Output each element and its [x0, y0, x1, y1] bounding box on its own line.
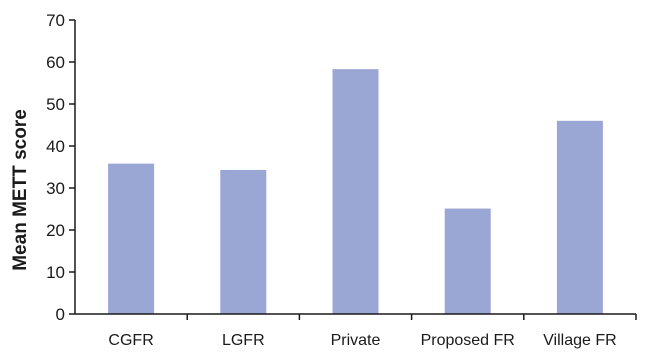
x-tick-label: LGFR: [222, 332, 265, 349]
x-tick-label: CGFR: [108, 332, 153, 349]
y-tick-label: 40: [46, 137, 65, 156]
bar-lgfr: [220, 169, 267, 314]
y-tick-label: 60: [46, 53, 65, 72]
y-tick-label: 50: [46, 95, 65, 114]
bar-private: [332, 69, 379, 314]
y-tick-label: 30: [46, 179, 65, 198]
bar-village-fr: [556, 120, 603, 314]
x-tick-label: Private: [331, 332, 381, 349]
bars-group: [108, 69, 603, 314]
bar-cgfr: [108, 163, 155, 314]
x-tick-label: Village FR: [543, 332, 617, 349]
y-tick-label: 0: [56, 305, 65, 324]
x-tick-label: Proposed FR: [421, 332, 515, 349]
y-axis-title: Mean METT score: [10, 109, 31, 271]
y-tick-label: 10: [46, 263, 65, 282]
bar-proposed-fr: [444, 208, 491, 314]
y-tick-label: 70: [46, 11, 65, 30]
x-axis-labels: CGFR LGFR Private Proposed FR Village FR: [108, 314, 637, 349]
y-tick-label: 20: [46, 221, 65, 240]
y-axis-ticks: 0 10 20 30 40 50 60 70: [46, 11, 75, 324]
